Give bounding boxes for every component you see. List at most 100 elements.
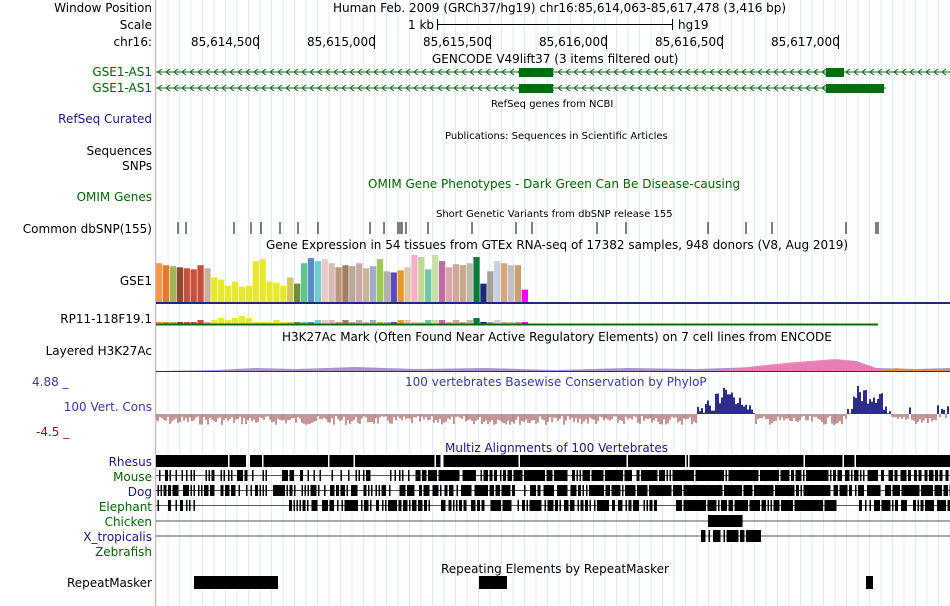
refseq-curated-label[interactable]: RefSeq Curated [58, 112, 152, 126]
alignment-block [898, 455, 900, 467]
alignment-block [588, 470, 590, 481]
multiz-alignment-blocks[interactable] [156, 455, 950, 560]
alignment-block [927, 485, 929, 496]
phylop-track-title[interactable]: 100 vertebrates Basewise Conservation by… [405, 375, 707, 389]
alignment-block [449, 455, 451, 467]
repeatmasker-track-title[interactable]: Repeating Elements by RepeatMasker [441, 562, 669, 576]
strand-chevron [621, 68, 627, 76]
species-label-dog[interactable]: Dog [127, 485, 152, 499]
alignment-block [256, 485, 258, 496]
repeat-element[interactable] [866, 576, 873, 589]
alignment-block [196, 455, 198, 467]
alignment-block [655, 500, 657, 511]
phylop-label[interactable]: 100 Vert. Cons [63, 400, 152, 414]
gtex-gene-label[interactable]: RP11-118F19.1 [60, 312, 152, 326]
alignment-block [504, 470, 506, 481]
gtex-expression-chart[interactable] [156, 254, 950, 304]
alignment-block [430, 455, 432, 467]
alignment-block [431, 455, 433, 467]
species-label-chicken[interactable]: Chicken [104, 515, 152, 529]
species-label-rhesus[interactable]: Rhesus [108, 455, 152, 469]
species-label-elephant[interactable]: Elephant [98, 500, 152, 514]
strand-chevron [173, 84, 179, 92]
alignment-block [561, 485, 563, 496]
strand-chevron [821, 68, 827, 76]
alignment-block [707, 500, 709, 511]
phylop-conservation-plot[interactable] [156, 386, 950, 436]
alignment-block [814, 455, 816, 467]
alignment-block [376, 500, 378, 511]
alignment-block [561, 470, 563, 481]
alignment-block [679, 500, 681, 511]
alignment-block [456, 470, 458, 481]
alignment-block [496, 500, 498, 511]
alignment-block [859, 500, 861, 511]
species-label-mouse[interactable]: Mouse [113, 470, 152, 484]
species-label-zebrafish[interactable]: Zebrafish [95, 545, 152, 559]
alignment-block [551, 470, 553, 481]
alignment-block [621, 500, 623, 511]
alignment-block [465, 500, 467, 511]
gtex-expression-chart-2[interactable] [156, 314, 950, 326]
alignment-block [638, 455, 640, 467]
omim-genes-label[interactable]: OMIM Genes [76, 190, 152, 204]
multiz-track-title[interactable]: Multiz Alignments of 100 Vertebrates [445, 441, 669, 455]
gencode-transcript[interactable] [156, 81, 950, 95]
gtex-tissue-bar [411, 255, 418, 302]
gtex-tissue-bar [252, 322, 259, 324]
alignment-block [513, 470, 515, 481]
h3k27ac-track-title[interactable]: H3K27Ac Mark (Often Found Near Active Re… [282, 330, 832, 344]
strand-chevron [581, 68, 587, 76]
alignment-block [892, 500, 894, 511]
alignment-block [711, 515, 713, 527]
alignment-block [180, 500, 182, 511]
gtex-track-title[interactable]: Gene Expression in 54 tissues from GTEx … [266, 238, 849, 252]
alignment-block [812, 500, 814, 511]
alignment-block [461, 485, 463, 496]
alignment-block [424, 500, 426, 511]
gtex-gene-label[interactable]: GSE1 [119, 274, 152, 288]
refseq-track-title[interactable]: RefSeq genes from NCBI [491, 99, 614, 110]
gtex-tissue-bar [321, 320, 328, 324]
strand-chevron [781, 68, 787, 76]
alignment-block [861, 485, 863, 496]
alignment-block [435, 470, 437, 481]
alignment-block [726, 530, 728, 542]
alignment-block [257, 455, 259, 467]
alignment-block [673, 455, 675, 467]
label-divider[interactable] [155, 0, 156, 606]
repeatmasker-label[interactable]: RepeatMasker [66, 576, 152, 590]
h3k27ac-label[interactable]: Layered H3K27Ac [45, 344, 152, 358]
gencode-track-title[interactable]: GENCODE V49lift37 (3 items filtered out) [432, 52, 679, 66]
dbsnp-variant-ticks[interactable] [156, 221, 950, 235]
alignment-block [458, 470, 460, 481]
alignment-block [880, 455, 882, 467]
alignment-block [610, 455, 612, 467]
dbsnp-label[interactable]: Common dbSNP(155) [22, 222, 152, 236]
strand-chevron [165, 84, 171, 92]
species-label-x-tropicalis[interactable]: X_tropicalis [83, 530, 152, 544]
alignment-block [932, 500, 934, 511]
repeat-element[interactable] [479, 576, 507, 589]
alignment-block [905, 455, 907, 467]
publications-track-title[interactable]: Publications: Sequences in Scientific Ar… [445, 131, 668, 142]
snps-label[interactable]: SNPs [122, 159, 152, 173]
gencode-gene-label[interactable]: GSE1-AS1 [92, 81, 152, 95]
gencode-transcript[interactable] [156, 65, 950, 79]
sequences-label[interactable]: Sequences [86, 144, 152, 158]
alignment-block [593, 485, 595, 496]
alignment-block [422, 455, 424, 467]
alignment-block [611, 455, 613, 467]
alignment-block [574, 455, 576, 467]
dbsnp-track-title[interactable]: Short Genetic Variants from dbSNP releas… [436, 209, 673, 220]
repeat-element[interactable] [194, 576, 278, 589]
alignment-block [749, 485, 751, 496]
h3k27ac-signal[interactable] [156, 346, 950, 372]
alignment-block [400, 500, 402, 511]
alignment-block [265, 485, 267, 496]
gencode-gene-label[interactable]: GSE1-AS1 [92, 65, 152, 79]
alignment-block [497, 455, 499, 467]
omim-track-title[interactable]: OMIM Gene Phenotypes - Dark Green Can Be… [368, 177, 741, 191]
alignment-block [758, 455, 760, 467]
alignment-block [401, 485, 403, 496]
